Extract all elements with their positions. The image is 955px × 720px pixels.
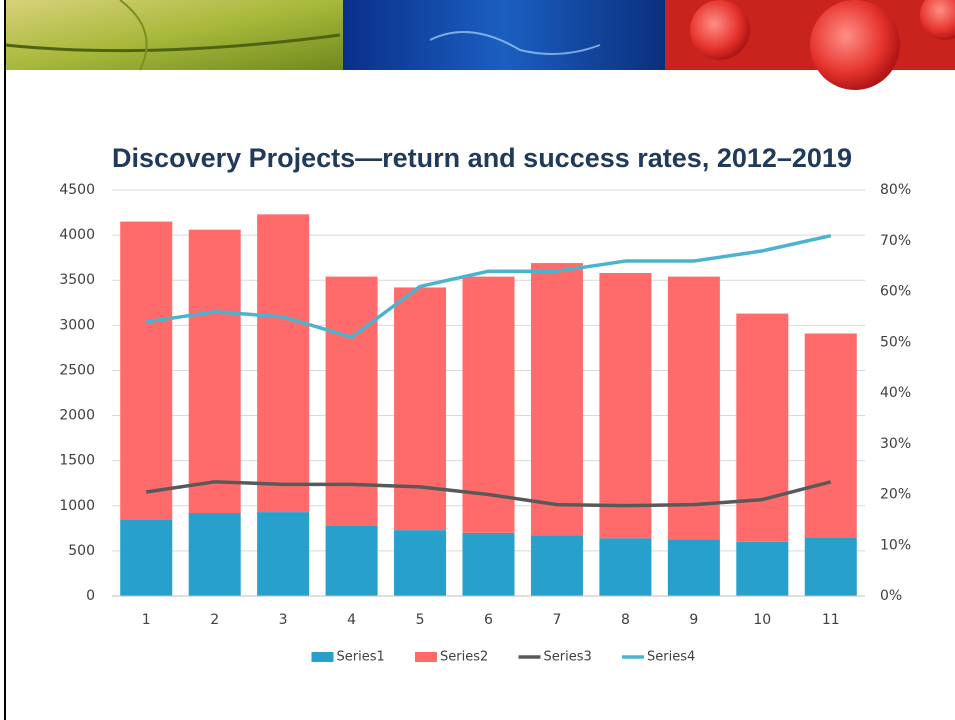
- y-tick-label: 500: [68, 543, 95, 559]
- x-tick-label: 10: [753, 612, 771, 628]
- bar: [599, 538, 652, 596]
- y-tick-label: 4000: [59, 227, 95, 243]
- bar: [667, 539, 720, 596]
- x-tick-label: 1: [142, 612, 151, 628]
- y-tick-label: 0: [86, 588, 95, 604]
- x-tick-label: 4: [347, 612, 356, 628]
- y-tick-label: 3500: [59, 272, 95, 288]
- x-tick-label: 9: [689, 612, 698, 628]
- line-series: [145, 480, 832, 508]
- bar: [188, 512, 241, 596]
- x-tick-label: 2: [210, 612, 219, 628]
- y2-tick-label: 10%: [880, 537, 911, 553]
- bar: [667, 276, 720, 540]
- bar: [257, 214, 310, 513]
- y2-tick-label: 0%: [880, 588, 902, 604]
- bar: [120, 221, 173, 520]
- bar: [804, 333, 857, 538]
- bar: [530, 535, 583, 596]
- y2-tick-label: 20%: [880, 487, 911, 503]
- bar: [736, 541, 789, 596]
- legend-swatch: [311, 652, 334, 662]
- y2-tick-label: 40%: [880, 385, 911, 401]
- bar: [394, 530, 447, 596]
- y-tick-label: 1000: [59, 498, 95, 514]
- bar: [257, 512, 310, 596]
- y2-tick-label: 30%: [880, 436, 911, 452]
- legend-label: Series1: [337, 650, 385, 665]
- x-tick-label: 5: [416, 612, 425, 628]
- bar: [462, 532, 515, 596]
- bar: [394, 287, 447, 531]
- y2-tick-label: 50%: [880, 334, 911, 350]
- legend-label: Series4: [647, 650, 695, 665]
- bar: [120, 519, 173, 596]
- chart-title: Discovery Projects—return and success ra…: [112, 143, 852, 173]
- bar: [804, 537, 857, 596]
- legend-label: Series3: [544, 650, 592, 665]
- y-tick-label: 1500: [59, 453, 95, 469]
- y2-tick-label: 80%: [880, 182, 911, 198]
- line-series: [145, 233, 832, 339]
- bar: [325, 525, 378, 596]
- bar: [325, 276, 378, 526]
- bar: [736, 313, 789, 542]
- y-tick-label: 4500: [59, 182, 95, 198]
- x-tick-label: 7: [552, 612, 561, 628]
- bar: [462, 276, 515, 533]
- x-tick-label: 3: [279, 612, 288, 628]
- y-tick-label: 2000: [59, 408, 95, 424]
- legend-label: Series2: [440, 650, 488, 665]
- y-tick-label: 3000: [59, 317, 95, 333]
- x-tick-label: 8: [621, 612, 630, 628]
- banner: [4, 0, 955, 90]
- y-tick-label: 2500: [59, 362, 95, 378]
- legend-swatch: [415, 652, 437, 662]
- y2-tick-label: 70%: [880, 233, 911, 249]
- x-tick-label: 11: [822, 612, 840, 628]
- bar: [530, 263, 583, 536]
- y2-tick-label: 60%: [880, 284, 911, 300]
- bar: [188, 229, 241, 513]
- bar: [599, 273, 652, 539]
- x-tick-label: 6: [484, 612, 493, 628]
